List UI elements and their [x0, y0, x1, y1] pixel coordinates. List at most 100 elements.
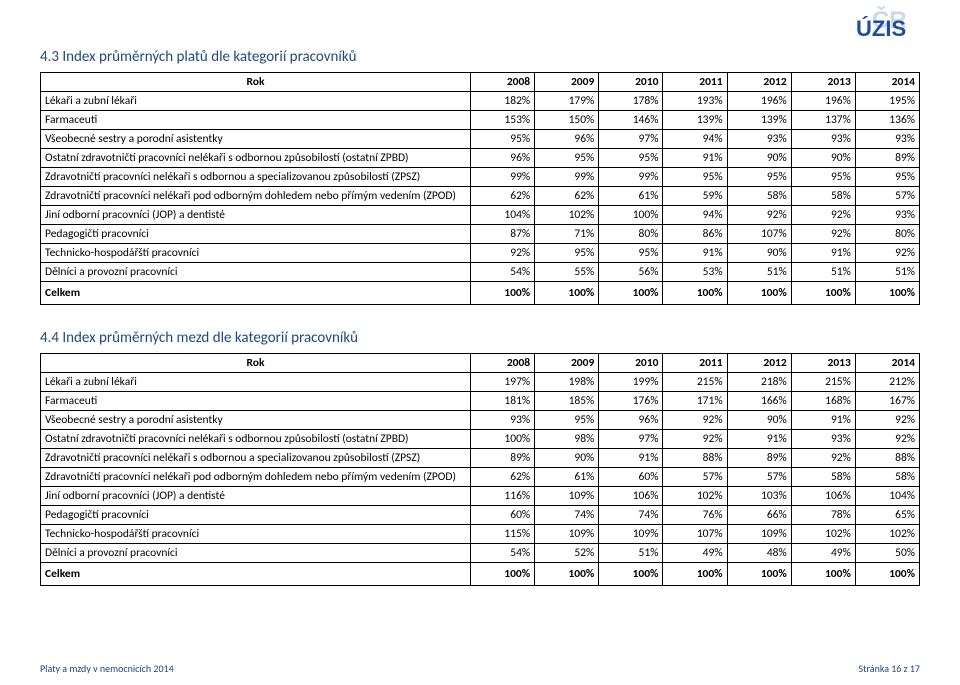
- cell-value: 60%: [599, 468, 663, 487]
- cell-value: 74%: [599, 506, 663, 525]
- table-row: Ostatní zdravotničtí pracovníci nelékaři…: [41, 430, 920, 449]
- row-label: Technicko-hospodářští pracovníci: [41, 525, 471, 544]
- cell-value: 100%: [471, 430, 535, 449]
- cell-value: 80%: [599, 225, 663, 244]
- cell-value: 92%: [471, 244, 535, 263]
- cell-value: 58%: [791, 468, 855, 487]
- year-header: 2010: [599, 73, 663, 92]
- cell-value: 88%: [663, 449, 727, 468]
- year-header: 2012: [727, 354, 791, 373]
- cell-value: 107%: [727, 225, 791, 244]
- cell-value: 97%: [599, 430, 663, 449]
- table-row: Zdravotničtí pracovníci nelékaři pod odb…: [41, 468, 920, 487]
- cell-value: 91%: [791, 244, 855, 263]
- year-header: 2014: [855, 354, 919, 373]
- total-value: 100%: [471, 563, 535, 586]
- total-value: 100%: [727, 563, 791, 586]
- row-label: Lékaři a zubní lékaři: [41, 92, 471, 111]
- cell-value: 176%: [599, 392, 663, 411]
- row-label: Farmaceuti: [41, 111, 471, 130]
- cell-value: 49%: [791, 544, 855, 563]
- total-value: 100%: [663, 563, 727, 586]
- cell-value: 171%: [663, 392, 727, 411]
- table-total-row: Celkem100%100%100%100%100%100%100%: [41, 563, 920, 586]
- row-label: Technicko-hospodářští pracovníci: [41, 244, 471, 263]
- cell-value: 95%: [535, 411, 599, 430]
- cell-value: 182%: [471, 92, 535, 111]
- cell-value: 95%: [471, 130, 535, 149]
- cell-value: 93%: [791, 130, 855, 149]
- total-value: 100%: [535, 563, 599, 586]
- cell-value: 95%: [535, 244, 599, 263]
- cell-value: 95%: [535, 149, 599, 168]
- table-row: Jiní odborní pracovníci (JOP) a dentisté…: [41, 206, 920, 225]
- cell-value: 51%: [855, 263, 919, 282]
- cell-value: 92%: [855, 411, 919, 430]
- row-label: Lékaři a zubní lékaři: [41, 373, 471, 392]
- year-header: 2012: [727, 73, 791, 92]
- cell-value: 109%: [535, 525, 599, 544]
- year-header: 2008: [471, 73, 535, 92]
- cell-value: 109%: [727, 525, 791, 544]
- total-value: 100%: [855, 282, 919, 305]
- table-row: Zdravotničtí pracovníci nelékaři s odbor…: [41, 168, 920, 187]
- row-label: Ostatní zdravotničtí pracovníci nelékaři…: [41, 149, 471, 168]
- total-value: 100%: [471, 282, 535, 305]
- total-value: 100%: [727, 282, 791, 305]
- table-row: Technicko-hospodářští pracovníci92%95%95…: [41, 244, 920, 263]
- row-label: Ostatní zdravotničtí pracovníci nelékaři…: [41, 430, 471, 449]
- cell-value: 168%: [791, 392, 855, 411]
- cell-value: 102%: [663, 487, 727, 506]
- cell-value: 62%: [471, 468, 535, 487]
- cell-value: 91%: [599, 449, 663, 468]
- total-value: 100%: [663, 282, 727, 305]
- cell-value: 92%: [855, 244, 919, 263]
- cell-value: 52%: [535, 544, 599, 563]
- table-row: Zdravotničtí pracovníci nelékaři s odbor…: [41, 449, 920, 468]
- cell-value: 93%: [855, 206, 919, 225]
- svg-text:ÚZIS: ÚZIS: [856, 16, 906, 41]
- cell-value: 95%: [599, 244, 663, 263]
- table-header-row: Rok 2008 2009 2010 2011 2012 2013 2014: [41, 73, 920, 92]
- table-row: Farmaceuti153%150%146%139%139%137%136%: [41, 111, 920, 130]
- cell-value: 199%: [599, 373, 663, 392]
- cell-value: 218%: [727, 373, 791, 392]
- cell-value: 95%: [663, 168, 727, 187]
- cell-value: 104%: [855, 487, 919, 506]
- cell-value: 92%: [791, 206, 855, 225]
- cell-value: 167%: [855, 392, 919, 411]
- row-label: Dělníci a provozní pracovníci: [41, 544, 471, 563]
- cell-value: 99%: [599, 168, 663, 187]
- cell-value: 54%: [471, 544, 535, 563]
- total-value: 100%: [599, 563, 663, 586]
- cell-value: 58%: [727, 187, 791, 206]
- cell-value: 109%: [599, 525, 663, 544]
- year-header: 2009: [535, 354, 599, 373]
- cell-value: 196%: [791, 92, 855, 111]
- row-label: Dělníci a provozní pracovníci: [41, 263, 471, 282]
- total-value: 100%: [791, 563, 855, 586]
- row-label: Zdravotničtí pracovníci nelékaři pod odb…: [41, 468, 471, 487]
- cell-value: 51%: [791, 263, 855, 282]
- row-label: Všeobecné sestry a porodní asistentky: [41, 130, 471, 149]
- year-header: 2011: [663, 73, 727, 92]
- cell-value: 137%: [791, 111, 855, 130]
- cell-value: 89%: [855, 149, 919, 168]
- cell-value: 71%: [535, 225, 599, 244]
- cell-value: 99%: [535, 168, 599, 187]
- cell-value: 109%: [535, 487, 599, 506]
- cell-value: 56%: [599, 263, 663, 282]
- cell-value: 95%: [599, 149, 663, 168]
- cell-value: 106%: [791, 487, 855, 506]
- section-heading-4-4: 4.4 Index průměrných mezd dle kategorií …: [40, 329, 920, 347]
- year-header: 2010: [599, 354, 663, 373]
- table-row: Všeobecné sestry a porodní asistentky93%…: [41, 411, 920, 430]
- cell-value: 94%: [663, 206, 727, 225]
- cell-value: 58%: [791, 187, 855, 206]
- cell-value: 91%: [791, 411, 855, 430]
- cell-value: 146%: [599, 111, 663, 130]
- cell-value: 185%: [535, 392, 599, 411]
- cell-value: 74%: [535, 506, 599, 525]
- row-label: Zdravotničtí pracovníci nelékaři pod odb…: [41, 187, 471, 206]
- cell-value: 93%: [791, 430, 855, 449]
